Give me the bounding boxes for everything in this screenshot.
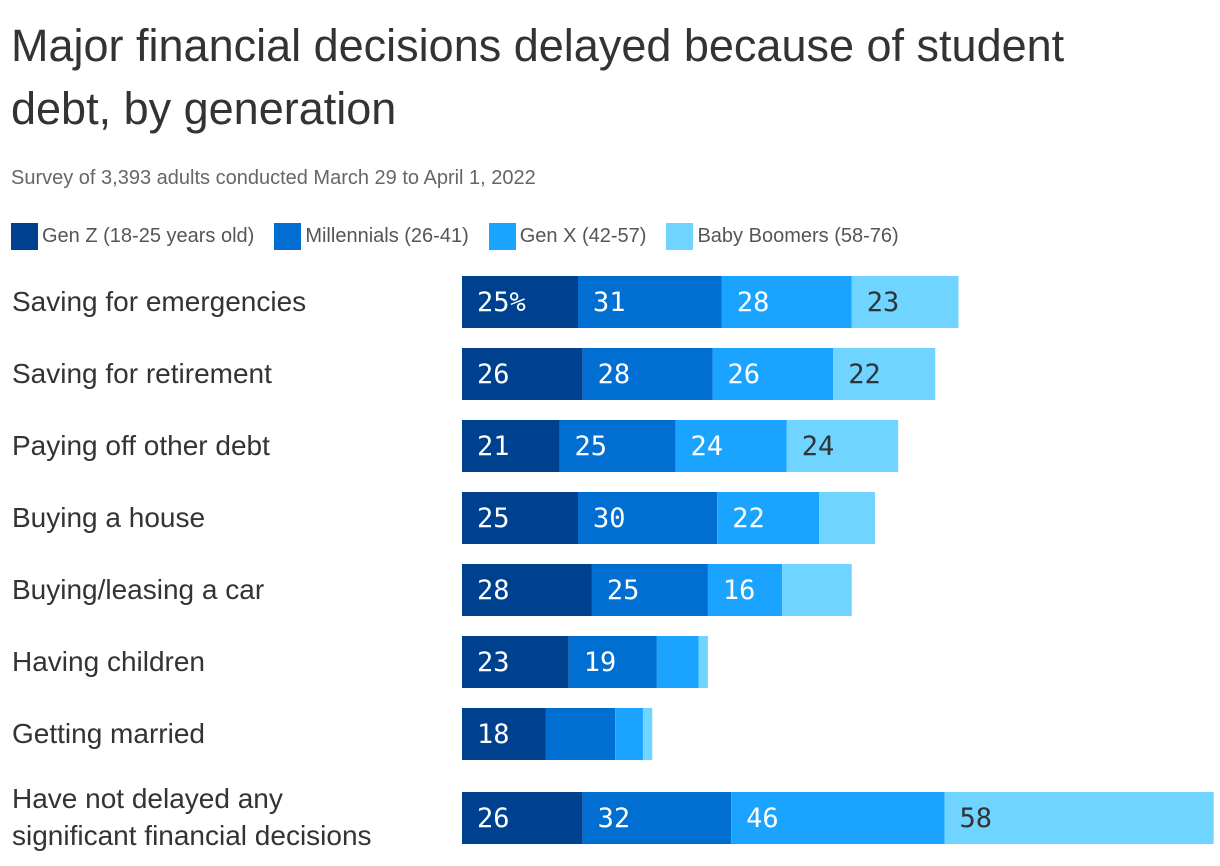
category-label: Saving for emergencies [12, 286, 306, 317]
category-label: Having children [12, 646, 205, 677]
bar-segment-millennials [559, 420, 676, 472]
category-label: Getting married [12, 718, 205, 749]
data-label: 28 [737, 287, 770, 318]
bar-segment-gen-x [615, 708, 643, 760]
bar-segment-boomers [786, 420, 899, 472]
data-label: 26 [728, 359, 761, 390]
data-label: 16 [723, 575, 756, 606]
bar-segment-millennials [568, 636, 657, 688]
bar-segment-gen-x [721, 276, 852, 328]
legend-label-millennials: Millennials (26-41) [305, 224, 469, 247]
bar-segment-gen-x [717, 492, 820, 544]
bar-segment-gen-z [462, 420, 560, 472]
bar-segment-gen-x [712, 348, 834, 400]
category-label: Have not delayed any significant financia… [12, 783, 372, 851]
bar-segment-gen-x [731, 792, 945, 844]
bar-segment-boomers [642, 708, 653, 760]
legend-item-gen-z: Gen Z (18-25 years old) [11, 222, 255, 250]
bar-segment-boomers [833, 348, 936, 400]
data-label: 23 [477, 647, 510, 678]
category-label-line: significant financial decisions [12, 820, 372, 851]
bar-segment-boomers [819, 492, 875, 544]
data-label: 46 [746, 803, 779, 834]
data-label: 24 [690, 431, 723, 462]
data-label: 30 [593, 503, 626, 534]
legend-label-gen-x: Gen X (42-57) [519, 224, 647, 247]
category-label: Paying off other debt [12, 430, 270, 461]
data-label: 26 [477, 803, 510, 834]
data-label: 25 [477, 503, 510, 534]
legend-item-gen-x: Gen X (42-57) [488, 222, 647, 250]
bar-segment-gen-z [462, 492, 578, 544]
legend-item-boomers: Baby Boomers (58-76) [666, 222, 899, 250]
data-label: 24 [802, 431, 835, 462]
data-label: 18 [477, 719, 510, 750]
legend-swatch-boomers [666, 222, 694, 250]
data-label: 26 [477, 359, 510, 390]
data-label: 25 [574, 431, 607, 462]
legend: Gen Z (18-25 years old) Millennials (26-… [11, 222, 919, 250]
bar-segment-millennials [591, 564, 708, 616]
data-label: 25% [477, 287, 526, 318]
data-label: 19 [584, 647, 617, 678]
legend-label-gen-z: Gen Z (18-25 years old) [42, 224, 255, 247]
legend-label-boomers: Baby Boomers (58-76) [697, 224, 899, 247]
data-label: 28 [477, 575, 510, 606]
legend-swatch-millennials [274, 222, 302, 250]
data-label: 21 [477, 431, 510, 462]
bar-segment-gen-x [707, 564, 783, 616]
bar-segment-millennials [545, 708, 616, 760]
category-label: Saving for retirement [12, 358, 272, 389]
category-label: Buying/leasing a car [12, 574, 264, 605]
bar-segment-gen-z [462, 792, 583, 844]
bar-segment-boomers [851, 276, 959, 328]
data-label: 25 [607, 575, 640, 606]
category-label-line: Have not delayed any [12, 783, 283, 814]
data-label: 22 [732, 503, 765, 534]
bar-segment-boomers [944, 792, 1214, 844]
bar-segment-gen-z [462, 636, 569, 688]
bar-segment-boomers [782, 564, 852, 616]
data-label: 58 [960, 803, 993, 834]
legend-swatch-gen-x [488, 222, 516, 250]
bar-segment-millennials [578, 276, 722, 328]
chart-title: Major financial decisions delayed becaus… [11, 20, 1065, 134]
chart-subtitle: Survey of 3,393 adults conducted March 2… [11, 167, 536, 189]
bar-segment-gen-z [462, 708, 546, 760]
category-label: Buying a house [12, 502, 205, 533]
bar-segment-millennials [578, 492, 718, 544]
data-label: 31 [593, 287, 626, 318]
data-label: 28 [598, 359, 631, 390]
bar-segment-gen-z [462, 564, 592, 616]
legend-swatch-gen-z [11, 222, 38, 250]
legend-item-millennials: Millennials (26-41) [274, 222, 469, 250]
bar-segment-gen-x [675, 420, 787, 472]
bar-segment-millennials [582, 792, 732, 844]
data-label: 22 [848, 359, 881, 390]
bar-segment-gen-x [656, 636, 699, 688]
bar-segment-gen-z [462, 276, 578, 328]
data-label: 23 [867, 287, 900, 318]
bar-segment-millennials [582, 348, 713, 400]
bar-segment-gen-z [462, 348, 583, 400]
bar-segment-boomers [698, 636, 708, 688]
data-label: 32 [598, 803, 631, 834]
